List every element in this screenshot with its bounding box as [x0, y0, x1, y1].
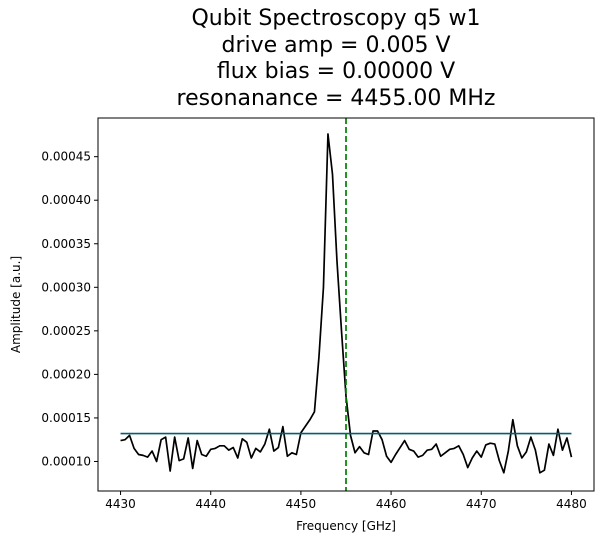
y-tick-label: 0.00045: [41, 150, 91, 164]
x-axis: 4430 4440 4450 4460 4470 4480: [105, 491, 587, 511]
amplitude-data-line: [120, 133, 573, 474]
title-line-2: drive amp = 0.005 V: [221, 32, 451, 58]
x-tick-label: 4430: [105, 497, 136, 511]
y-tick-label: 0.00020: [41, 367, 91, 381]
y-axis-label: Amplitude [a.u.]: [9, 256, 23, 353]
x-tick-label: 4470: [466, 497, 497, 511]
axes-frame: [97, 117, 595, 492]
x-tick-label: 4480: [556, 497, 587, 511]
title-line-1: Qubit Spectroscopy q5 w1: [191, 6, 481, 31]
y-tick-label: 0.00040: [41, 193, 91, 207]
y-axis: 0.00010 0.00015 0.00020 0.00025 0.00030 0.000…: [41, 150, 98, 468]
y-tick-label: 0.00015: [41, 411, 91, 425]
x-tick-label: 4460: [376, 497, 407, 511]
y-tick-label: 0.00025: [41, 324, 91, 338]
title-line-4: resonanance = 4455.00 MHz: [176, 85, 496, 111]
y-tick-label: 0.00030: [41, 280, 91, 294]
title-line-3: flux bias = 0.00000 V: [216, 59, 456, 84]
y-tick-label: 0.00010: [41, 454, 91, 468]
y-tick-label: 0.00035: [41, 237, 91, 251]
x-tick-label: 4440: [195, 497, 226, 511]
chart-title: Qubit Spectroscopy q5 w1 drive amp = 0.0…: [0, 6, 602, 112]
x-axis-label: Frequency [GHz]: [296, 519, 396, 533]
plot-area: [120, 118, 573, 491]
x-tick-label: 4450: [286, 497, 317, 511]
